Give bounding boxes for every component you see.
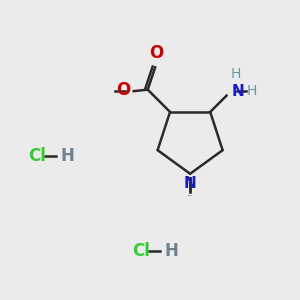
Text: N: N	[184, 176, 196, 191]
Text: Cl: Cl	[132, 242, 150, 260]
Text: O: O	[116, 81, 130, 99]
Text: H: H	[165, 242, 179, 260]
Text: H: H	[247, 84, 257, 98]
Text: methyl: methyl	[188, 195, 193, 196]
Text: H: H	[231, 67, 241, 81]
Text: H: H	[61, 147, 75, 165]
Text: Cl: Cl	[28, 147, 46, 165]
Text: O: O	[149, 44, 164, 62]
Text: N: N	[232, 84, 245, 99]
